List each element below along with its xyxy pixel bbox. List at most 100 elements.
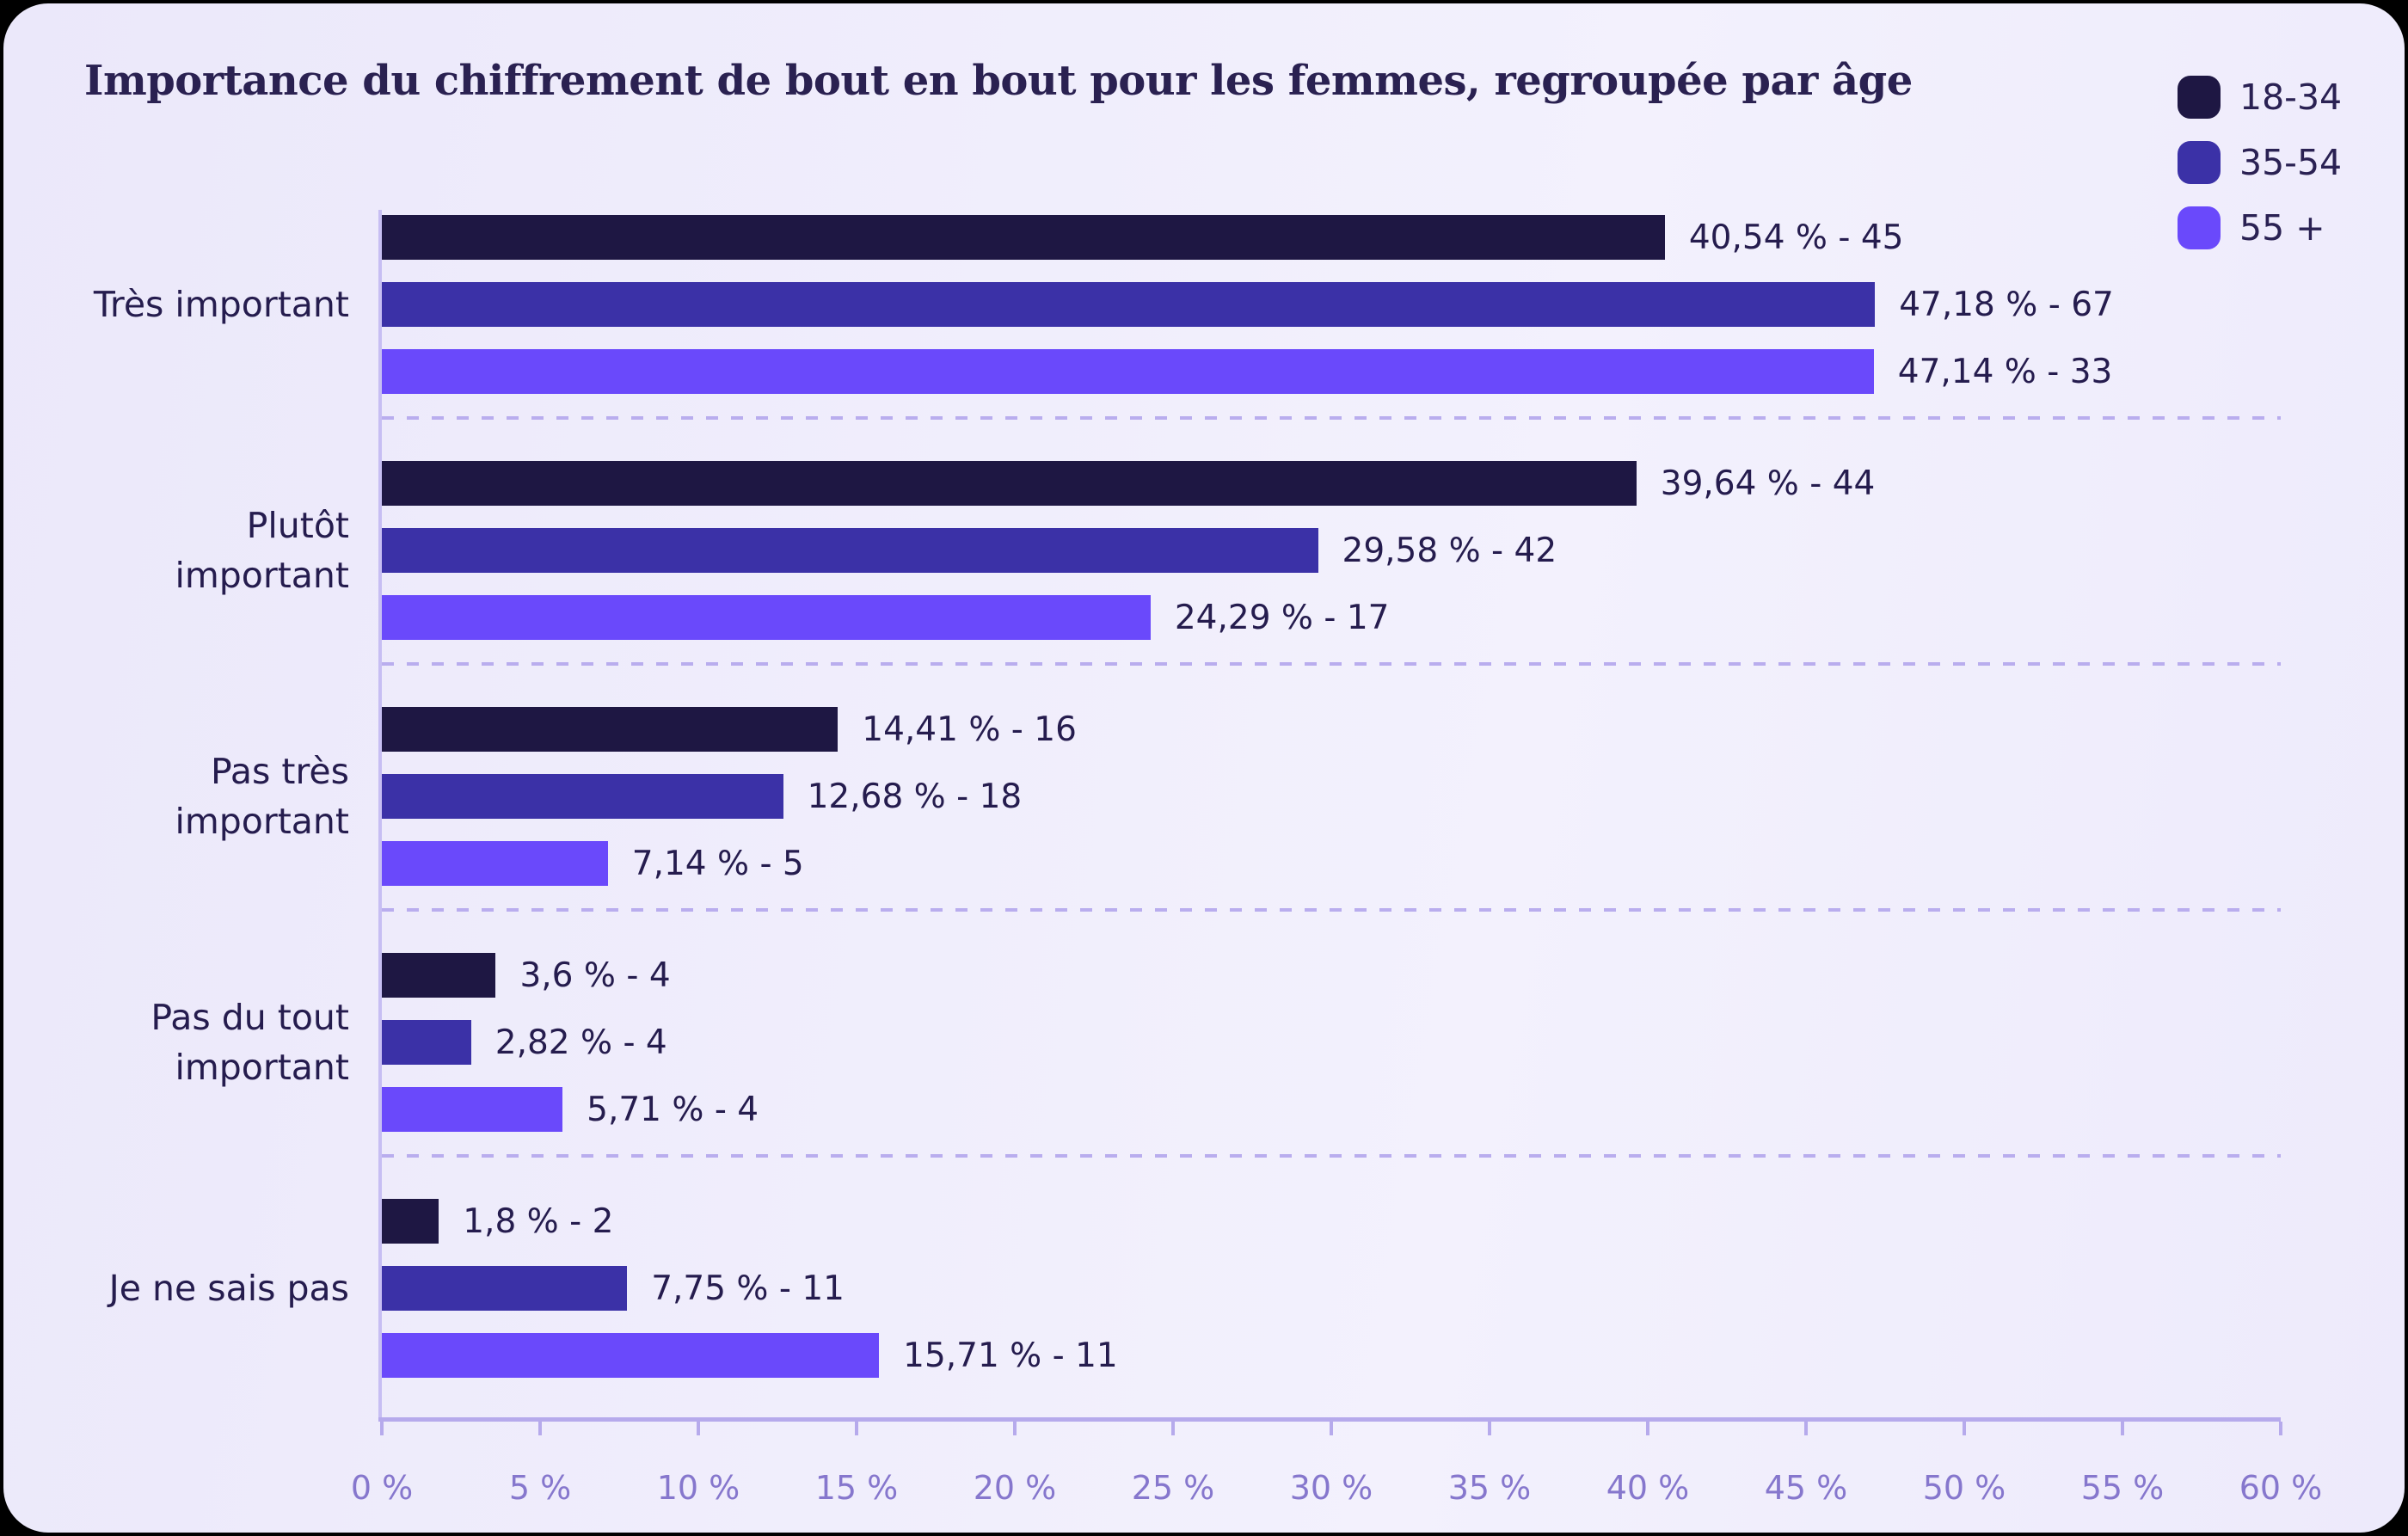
x-axis-tick bbox=[1171, 1422, 1175, 1435]
x-axis-tick bbox=[697, 1422, 700, 1435]
legend-item-18-34[interactable]: 18-34 bbox=[2178, 76, 2342, 119]
legend-label: 55 + bbox=[2239, 207, 2325, 249]
x-axis-tick bbox=[855, 1422, 858, 1435]
bar-group: 1,8 % - 2 7,75 % - 11 15,71 % - 11 bbox=[382, 1199, 2281, 1378]
bar-row: 29,58 % - 42 bbox=[382, 528, 2281, 573]
bar[interactable] bbox=[382, 774, 783, 819]
bar-row: 12,68 % - 18 bbox=[382, 774, 2281, 819]
bar-value-label: 1,8 % - 2 bbox=[463, 1201, 614, 1241]
bar-value-label: 15,71 % - 11 bbox=[903, 1336, 1118, 1375]
x-axis-tick-label: 35 % bbox=[1447, 1469, 1532, 1507]
bar-value-label: 47,14 % - 33 bbox=[1897, 352, 2113, 391]
category-label: Pas du tout important bbox=[150, 996, 349, 1088]
category-label: Très important bbox=[93, 283, 349, 325]
bar[interactable] bbox=[382, 707, 838, 752]
bar-value-label: 40,54 % - 45 bbox=[1688, 218, 1904, 257]
bar[interactable] bbox=[382, 215, 1665, 260]
chart-title: Importance du chiffrement de bout en bou… bbox=[84, 57, 1913, 105]
x-axis-tick-label: 10 % bbox=[656, 1469, 740, 1507]
x-axis-tick-label: 45 % bbox=[1764, 1469, 1848, 1507]
bar-value-label: 47,18 % - 67 bbox=[1899, 285, 2114, 324]
bar[interactable] bbox=[382, 1087, 563, 1132]
x-axis-tick bbox=[538, 1422, 542, 1435]
bar-row: 3,6 % - 4 bbox=[382, 953, 2281, 998]
grid-separator bbox=[382, 662, 2281, 666]
bar-row: 40,54 % - 45 bbox=[382, 215, 2281, 260]
bar[interactable] bbox=[382, 461, 1637, 506]
legend-swatch-icon bbox=[2178, 206, 2221, 249]
bar-row: 2,82 % - 4 bbox=[382, 1020, 2281, 1065]
grid-separator bbox=[382, 416, 2281, 420]
legend-item-35-54[interactable]: 35-54 bbox=[2178, 141, 2342, 184]
bar-group: 39,64 % - 44 29,58 % - 42 24,29 % - 17 bbox=[382, 461, 2281, 640]
x-axis-tick-label: 0 % bbox=[350, 1469, 414, 1507]
bar-row: 39,64 % - 44 bbox=[382, 461, 2281, 506]
x-axis-tick bbox=[1804, 1422, 1808, 1435]
x-axis-tick bbox=[1488, 1422, 1491, 1435]
bar[interactable] bbox=[382, 528, 1318, 573]
bar-value-label: 29,58 % - 42 bbox=[1342, 531, 1557, 570]
x-axis-tick-label: 50 % bbox=[1922, 1469, 2006, 1507]
x-axis-tick-label: 40 % bbox=[1606, 1469, 1690, 1507]
grid-separator bbox=[382, 908, 2281, 912]
legend: 18-34 35-54 55 + bbox=[2178, 76, 2342, 272]
legend-swatch-icon bbox=[2178, 76, 2221, 119]
x-axis-tick-label: 15 % bbox=[814, 1469, 899, 1507]
bar-group: 14,41 % - 16 12,68 % - 18 7,14 % - 5 bbox=[382, 707, 2281, 886]
bar-value-label: 7,14 % - 5 bbox=[631, 844, 804, 883]
x-axis-tick-label: 20 % bbox=[973, 1469, 1057, 1507]
bar-row: 1,8 % - 2 bbox=[382, 1199, 2281, 1244]
bar[interactable] bbox=[382, 349, 1874, 394]
bar[interactable] bbox=[382, 953, 496, 998]
legend-swatch-icon bbox=[2178, 141, 2221, 184]
category-label: Plutôt important bbox=[175, 504, 349, 596]
bar-value-label: 39,64 % - 44 bbox=[1660, 464, 1876, 503]
bar-value-label: 12,68 % - 18 bbox=[807, 777, 1023, 816]
bar-group: 3,6 % - 4 2,82 % - 4 5,71 % - 4 bbox=[382, 953, 2281, 1132]
bar-row: 5,71 % - 4 bbox=[382, 1087, 2281, 1132]
bar[interactable] bbox=[382, 1020, 471, 1065]
bar-group: 40,54 % - 45 47,18 % - 67 47,14 % - 33 bbox=[382, 215, 2281, 394]
x-axis-tick bbox=[380, 1422, 384, 1435]
bar-row: 24,29 % - 17 bbox=[382, 595, 2281, 640]
x-axis-tick bbox=[2121, 1422, 2124, 1435]
legend-label: 35-54 bbox=[2239, 142, 2343, 183]
bar[interactable] bbox=[382, 841, 608, 886]
x-axis-tick bbox=[1963, 1422, 1966, 1435]
bar-row: 47,18 % - 67 bbox=[382, 282, 2281, 327]
bar-value-label: 24,29 % - 17 bbox=[1174, 598, 1390, 637]
x-axis-tick bbox=[2279, 1422, 2282, 1435]
legend-item-55-plus[interactable]: 55 + bbox=[2178, 206, 2342, 249]
x-axis-tick-label: 60 % bbox=[2239, 1469, 2323, 1507]
bar[interactable] bbox=[382, 595, 1151, 640]
plot-area: 40,54 % - 45 47,18 % - 67 47,14 % - 33 39,6… bbox=[351, 210, 2322, 1507]
x-axis-tick-label: 30 % bbox=[1289, 1469, 1373, 1507]
bar[interactable] bbox=[382, 1333, 880, 1378]
x-axis-tick bbox=[1646, 1422, 1649, 1435]
bar-value-label: 3,6 % - 4 bbox=[519, 955, 671, 995]
bar-value-label: 14,41 % - 16 bbox=[862, 710, 1077, 749]
bar-row: 47,14 % - 33 bbox=[382, 349, 2281, 394]
x-axis-tick-label: 5 % bbox=[508, 1469, 572, 1507]
bar-value-label: 2,82 % - 4 bbox=[494, 1023, 667, 1062]
x-axis-tick-label: 25 % bbox=[1131, 1469, 1215, 1507]
y-axis-line bbox=[378, 210, 382, 1417]
grid-separator bbox=[382, 1154, 2281, 1158]
x-axis-tick-label: 55 % bbox=[2080, 1469, 2165, 1507]
bar-value-label: 5,71 % - 4 bbox=[587, 1090, 759, 1129]
legend-label: 18-34 bbox=[2239, 77, 2343, 118]
bar-row: 14,41 % - 16 bbox=[382, 707, 2281, 752]
bar[interactable] bbox=[382, 282, 1876, 327]
bar[interactable] bbox=[382, 1266, 628, 1311]
chart-card: Importance du chiffrement de bout en bou… bbox=[3, 3, 2405, 1533]
category-label: Je ne sais pas bbox=[108, 1267, 349, 1309]
bar[interactable] bbox=[382, 1199, 439, 1244]
category-axis-labels: Très important Plutôt important Pas très imp… bbox=[3, 210, 349, 1417]
x-axis-tick bbox=[1013, 1422, 1017, 1435]
bar-value-label: 7,75 % - 11 bbox=[651, 1269, 845, 1308]
bar-row: 7,75 % - 11 bbox=[382, 1266, 2281, 1311]
bar-row: 7,14 % - 5 bbox=[382, 841, 2281, 886]
x-axis-tick bbox=[1330, 1422, 1333, 1435]
category-label: Pas très important bbox=[175, 750, 349, 842]
